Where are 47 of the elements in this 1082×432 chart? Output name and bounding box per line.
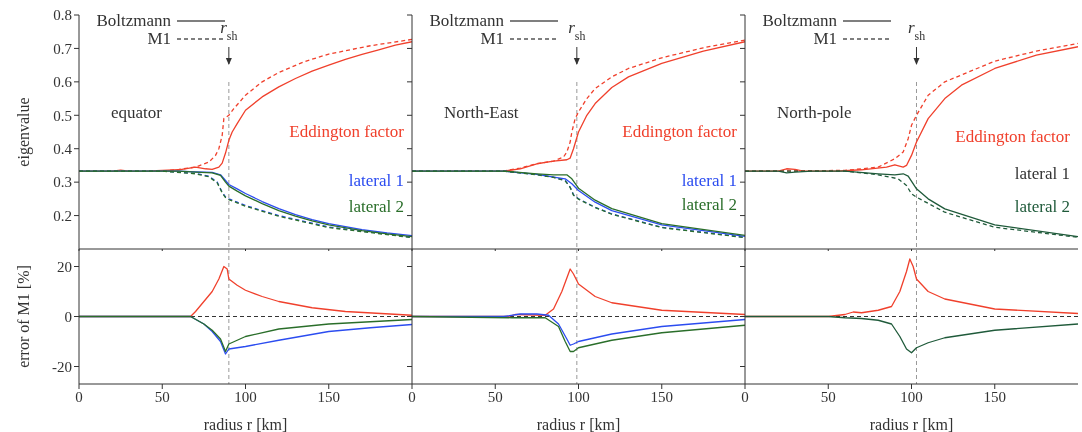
x-tick-label: 150 — [983, 388, 1006, 405]
series-label: lateral 2 — [681, 195, 737, 215]
x-tick-label: 100 — [900, 388, 923, 405]
y-tick-label: 0.3 — [53, 174, 72, 191]
x-tick-label: 50 — [154, 388, 170, 405]
series-label: Eddington factor — [955, 126, 1071, 146]
y-axis-title: error of M1 [%] — [14, 265, 32, 368]
y-tick-label: -20 — [52, 358, 72, 375]
annotation: M1 — [480, 29, 504, 48]
x-tick-label: 150 — [650, 388, 673, 405]
y-tick-label: 0.8 — [53, 7, 72, 24]
series-label: lateral 2 — [348, 196, 404, 216]
x-axis-title: radius r [km] — [536, 416, 621, 432]
x-tick-label: 50 — [487, 388, 503, 405]
y-tick-label: 0 — [64, 308, 72, 325]
series-label: Eddington factor — [622, 121, 738, 141]
y-tick-label: 0.5 — [53, 107, 72, 124]
text: lateral 1 — [681, 171, 737, 191]
y-tick-label: 0.7 — [53, 40, 73, 57]
annotation: Boltzmann — [762, 11, 837, 30]
ref-line-label: r$_{sh}$ — [220, 18, 238, 43]
y-tick-label: 20 — [57, 258, 72, 275]
x-axis-title: radius r [km] — [869, 416, 954, 432]
y-axis-title: eigenvalue — [14, 97, 33, 167]
text: equator — [111, 103, 162, 123]
y-tick-label: 0.6 — [53, 74, 73, 91]
ref-line-label: r$_{sh}$ — [568, 18, 586, 43]
x-tick-label: 100 — [234, 388, 257, 405]
text: Eddington factor — [289, 121, 405, 141]
annotation: M1 — [147, 29, 171, 48]
text: North-East — [444, 103, 519, 123]
x-axis-title: radius r [km] — [203, 416, 288, 432]
annotation: Boltzmann — [429, 11, 504, 30]
y-tick-label: 0.4 — [53, 141, 73, 158]
annotation: Boltzmann — [96, 11, 171, 30]
annotation: lateral 1 — [1014, 164, 1070, 184]
ref-line-label: r$_{sh}$ — [907, 18, 926, 43]
series-label: lateral 2 — [1014, 196, 1070, 216]
x-tick-label: 0 — [741, 388, 749, 405]
x-tick-label: 150 — [317, 388, 340, 405]
text: North-pole — [777, 103, 852, 123]
x-tick-label: 100 — [567, 388, 590, 405]
y-tick-label: 0.2 — [53, 207, 72, 224]
text: lateral 1 — [348, 170, 404, 190]
x-tick-label: 0 — [408, 388, 416, 405]
x-tick-label: 50 — [820, 388, 836, 405]
annotation: M1 — [813, 29, 837, 48]
